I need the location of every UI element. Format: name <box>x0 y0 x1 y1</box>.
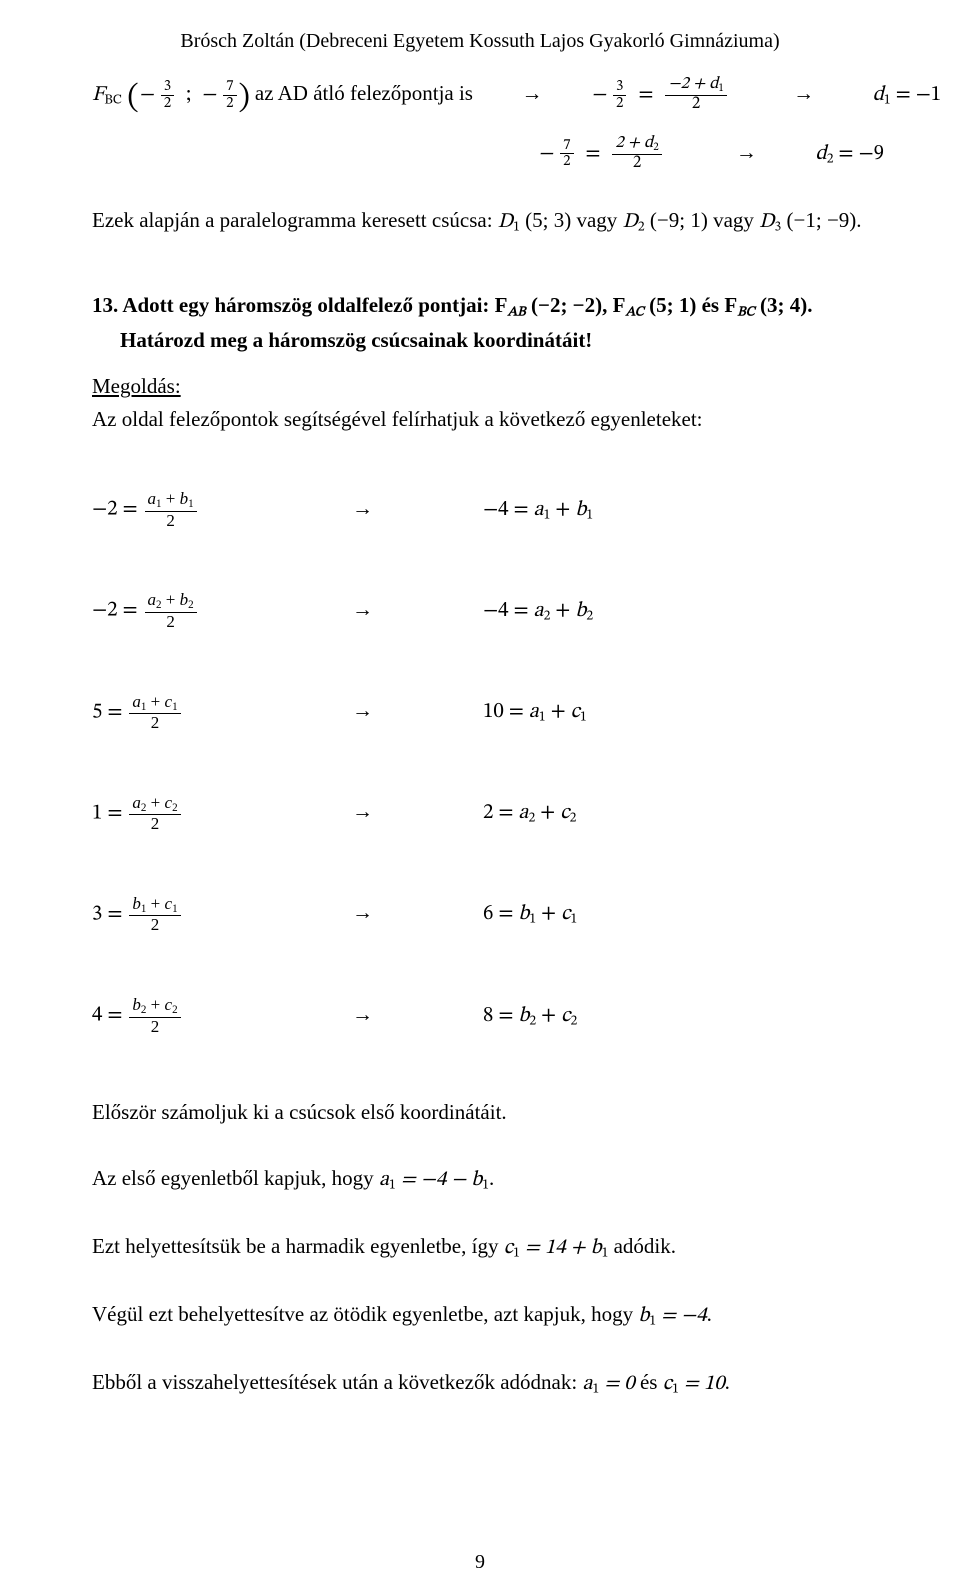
q13-line2: Határozd meg a háromszög csúcsainak koor… <box>92 325 868 355</box>
equation-row: 4 = b2 + c22→8 = b2 + c2 <box>92 996 868 1035</box>
q13ab: AB <box>508 306 526 319</box>
q13d: (3; 4). <box>755 293 813 317</box>
p4: Végül ezt behelyettesítve az ötödik egye… <box>92 1299 868 1333</box>
e2-rnum: 2 + d2 <box>612 135 661 154</box>
e2-lnum: 7 <box>560 138 573 155</box>
fbc-line: FBC (− 32 ; − 72) az AD átló felezőpontj… <box>92 75 868 121</box>
fbc-text: az AD átló felezőpontja is <box>255 81 473 105</box>
fbc-symbol: F <box>92 84 104 105</box>
fbc-f2-num: 7 <box>223 79 236 96</box>
e2-rden: 2 <box>612 155 661 173</box>
fbc-f1-den: 2 <box>161 96 174 112</box>
p3: Ezt helyettesítsük be a harmadik egyenle… <box>92 1231 868 1265</box>
megoldas-text: Az oldal felezőpontok segítségével felír… <box>92 404 868 434</box>
q13bc: BC <box>737 306 755 319</box>
equation-row: 1 = a2 + c22→2 = a2 + c2 <box>92 794 868 833</box>
p2: Az első egyenletből kapjuk, hogy a1 = −4… <box>92 1163 868 1197</box>
q13c: (5; 1) és F <box>644 293 737 317</box>
equation-row: 5 = a1 + c12→10 = a1 + c1 <box>92 693 868 732</box>
page-header: Brósch Zoltán (Debreceni Egyetem Kossuth… <box>92 30 868 53</box>
equation-row: 3 = b1 + c12→6 = b1 + c1 <box>92 895 868 934</box>
e1-lden: 2 <box>613 96 626 112</box>
page: Brósch Zoltán (Debreceni Egyetem Kossuth… <box>0 0 960 1592</box>
q13a: 13. Adott egy háromszög oldalfelező pont… <box>92 293 508 317</box>
equation-row: −2 = a1 + b12→−4 = a1 + b1 <box>92 490 868 529</box>
q13b: (−2; −2), F <box>526 293 626 317</box>
p5: Ebből a visszahelyettesítések után a köv… <box>92 1367 868 1401</box>
fbc-f1-num: 3 <box>161 79 174 96</box>
result-para: Ezek alapján a paralelogramma keresett c… <box>92 205 868 238</box>
e1-lnum: 3 <box>613 79 626 96</box>
fbc-line2: − 72 = 2 + d22 → d2 = −9 <box>92 135 868 172</box>
e1-rnum: −2 + d1 <box>665 76 727 95</box>
p1: Először számoljuk ki a csúcsok első koor… <box>92 1097 868 1129</box>
equation-row: −2 = a2 + b22→−4 = a2 + b2 <box>92 591 868 630</box>
e2-lden: 2 <box>560 154 573 170</box>
meg-label: Megoldás: <box>92 374 181 398</box>
q13ac: AC <box>625 306 643 319</box>
q13-line1: 13. Adott egy háromszög oldalfelező pont… <box>92 290 868 323</box>
fbc-sub: BC <box>104 94 122 107</box>
megoldas-label: Megoldás: <box>92 371 868 401</box>
fbc-f2-den: 2 <box>223 96 236 112</box>
page-number: 9 <box>0 1551 960 1574</box>
e1-rden: 2 <box>665 96 727 114</box>
equations: −2 = a1 + b12→−4 = a1 + b1 −2 = a2 + b22→… <box>92 490 868 1035</box>
